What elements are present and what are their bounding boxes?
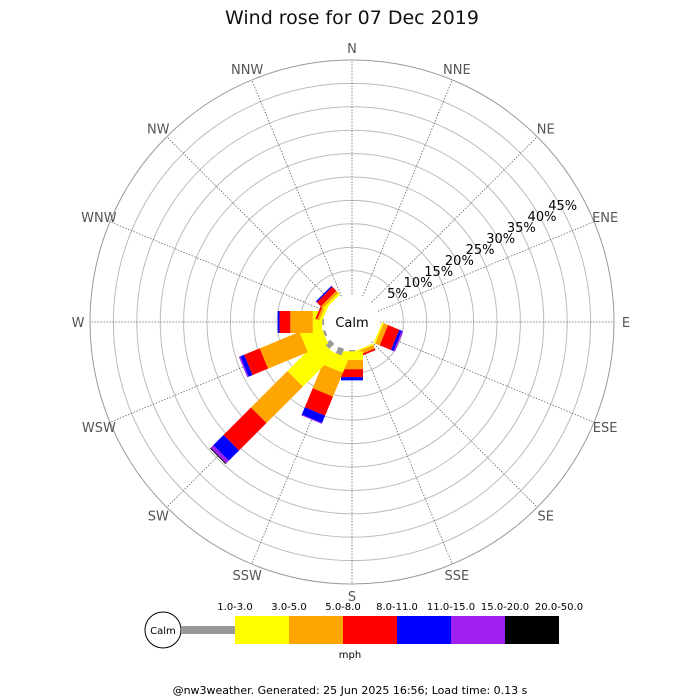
legend-swatch-6	[505, 616, 559, 644]
legend-swatch-2	[289, 616, 343, 644]
spoke-ene	[377, 221, 595, 312]
bar-sw-2	[250, 371, 303, 424]
bar-ssw-3	[304, 388, 333, 416]
speed-legend: Calm 1.0-3.0 3.0-5.0 5.0-8.0 8.0-11.0 11.0-15…	[144, 602, 583, 661]
ring-label: 15%	[424, 265, 453, 280]
grid-ring	[276, 246, 428, 398]
bar-nw-4	[315, 285, 333, 303]
legend-calm-label: Calm	[150, 626, 176, 637]
ring-label: 10%	[404, 276, 433, 291]
wind-bars	[209, 285, 404, 465]
calm-label: Calm	[335, 316, 368, 331]
bar-ssw-0	[335, 346, 345, 356]
bar-wsw-2	[259, 331, 308, 369]
bar-s-0	[349, 350, 355, 352]
legend-unit: mph	[339, 650, 361, 661]
legend-label-2: 5.0-8.0	[325, 602, 360, 613]
bar-wsw-3	[244, 348, 269, 376]
grid-ring	[159, 129, 545, 515]
direction-label-wsw: WSW	[82, 421, 116, 436]
bar-sw-3	[223, 407, 267, 451]
spoke-sse	[362, 347, 453, 565]
spoke-nnw	[251, 79, 342, 297]
direction-label-s: S	[348, 590, 356, 605]
footer-text: @nw3weather. Generated: 25 Jun 2025 16:5…	[173, 684, 528, 697]
grid-ring	[183, 153, 521, 491]
bar-ese-5	[393, 330, 404, 352]
legend-swatch-1	[235, 616, 289, 644]
legend-swatch-3	[343, 616, 397, 644]
calm-circle: Calm	[324, 294, 380, 350]
direction-label-se: SE	[538, 510, 554, 525]
direction-label-ssw: SSW	[232, 569, 262, 584]
ring-label: 30%	[486, 232, 515, 247]
ring-label: 20%	[445, 254, 474, 269]
spoke-ne	[371, 136, 538, 303]
bar-s-4	[341, 377, 363, 381]
legend-label-1: 3.0-5.0	[271, 602, 306, 613]
bar-sw-0	[325, 339, 335, 349]
bar-w-3	[279, 311, 291, 333]
spoke-nne	[362, 79, 453, 297]
bar-w-0	[322, 319, 324, 325]
direction-label-nw: NW	[147, 122, 170, 137]
bar-sw-5	[210, 445, 229, 464]
direction-label-ese: ESE	[593, 421, 618, 436]
direction-label-nne: NNE	[443, 63, 471, 78]
bar-nw-2	[320, 290, 339, 309]
direction-label-ene: ENE	[592, 211, 618, 226]
polar-grid	[89, 59, 615, 585]
direction-label-w: W	[72, 316, 85, 331]
chart-title: Wind rose for 07 Dec 2019	[225, 7, 479, 29]
spoke-ese	[377, 332, 595, 423]
direction-label-wnw: WNW	[81, 211, 117, 226]
legend-swatch-5	[451, 616, 505, 644]
direction-labels: N NNE NE ENE E ESE SE SSE S SSW SW WSW W WNW NW NNW	[72, 42, 631, 605]
bar-wsw-0	[322, 329, 328, 337]
ring-label: 40%	[528, 210, 557, 225]
ring-label: 45%	[548, 199, 577, 214]
bar-sw-6	[209, 447, 227, 465]
bar-sw-4	[213, 434, 240, 461]
direction-label-e: E	[622, 316, 630, 331]
direction-label-n: N	[347, 42, 357, 57]
bar-ssw-2	[312, 364, 343, 397]
bar-wsw-5	[238, 356, 249, 378]
bar-ese-3	[379, 325, 400, 351]
bar-ssw-5	[301, 414, 323, 424]
direction-label-sw: SW	[148, 510, 169, 525]
ring-label: 25%	[466, 243, 495, 258]
bar-ese-4	[390, 329, 402, 352]
legend-swatch-0	[181, 626, 235, 634]
spoke-se	[371, 341, 538, 508]
ring-label: 5%	[387, 287, 408, 302]
bar-sw-1	[287, 338, 336, 387]
legend-label-6: 20.0-50.0	[535, 602, 583, 613]
ring-label: 35%	[507, 221, 536, 236]
bar-sse-1	[352, 343, 374, 354]
bar-nw-1	[322, 292, 340, 310]
legend-swatch-4	[397, 616, 451, 644]
outer-ring	[89, 59, 615, 585]
direction-label-nnw: NNW	[231, 63, 263, 78]
bar-w-4	[277, 311, 280, 333]
direction-label-ne: NE	[537, 122, 555, 137]
bar-ese-2	[375, 323, 389, 346]
direction-label-sse: SSE	[444, 569, 469, 584]
bar-nw-3	[316, 286, 337, 307]
spoke-wnw	[109, 221, 327, 312]
bar-w-2	[290, 311, 313, 333]
bar-ssw-4	[301, 407, 326, 423]
bar-ese-1	[373, 322, 384, 344]
spoke-nw	[166, 136, 333, 303]
bar-wsw-4	[240, 354, 253, 377]
legend-label-3: 8.0-11.0	[376, 602, 418, 613]
bar-s-3	[341, 369, 363, 378]
ring-labels: 5%10%15%20%25%30%35%40%45%	[387, 199, 577, 302]
legend-label-4: 11.0-15.0	[427, 602, 475, 613]
legend-label-5: 15.0-20.0	[481, 602, 529, 613]
legend-label-0: 1.0-3.0	[217, 602, 252, 613]
